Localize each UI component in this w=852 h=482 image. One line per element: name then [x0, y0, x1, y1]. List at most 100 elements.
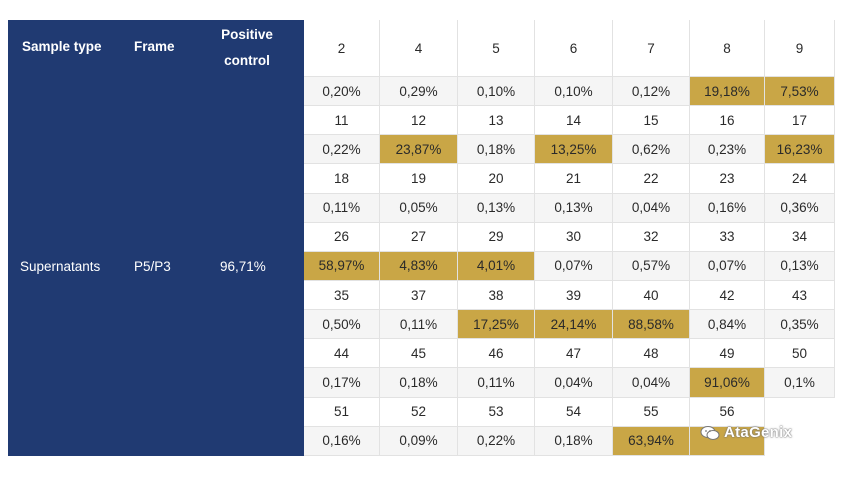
percentage-cell: 0,13% — [765, 251, 835, 281]
percentage-cell: 0,50% — [304, 310, 380, 340]
well-number-cell: 49 — [690, 339, 765, 369]
percentage-cell: 19,18% — [690, 77, 765, 107]
well-number-cell: 56 — [690, 397, 765, 427]
percentage-cell: 0,11% — [458, 368, 535, 398]
percentage-cell: 4,01% — [458, 251, 535, 281]
percentage-cell — [765, 426, 835, 456]
well-number-cell: 5 — [458, 20, 535, 77]
well-number-cell: 51 — [304, 397, 380, 427]
well-number-cell: 52 — [380, 397, 458, 427]
percentage-cell: 0,16% — [690, 193, 765, 223]
well-number-cell: 47 — [535, 339, 613, 369]
percentage-cell: 58,97% — [304, 251, 380, 281]
percentage-cell: 23,87% — [380, 135, 458, 165]
well-number-cell: 7 — [613, 20, 690, 77]
well-number-cell: 27 — [380, 222, 458, 252]
well-number-cell: 21 — [535, 164, 613, 194]
percentage-cell: 0,16% — [304, 426, 380, 456]
percentage-cell: 0,23% — [690, 135, 765, 165]
percentage-cell: 0,13% — [458, 193, 535, 223]
well-number-cell: 8 — [690, 20, 765, 77]
percentage-cell: 0,04% — [613, 193, 690, 223]
percentage-cell: 0,1% — [765, 368, 835, 398]
percentage-cell: 0,22% — [304, 135, 380, 165]
well-number-cell: 26 — [304, 222, 380, 252]
percentage-cell: 0,22% — [458, 426, 535, 456]
well-number-cell: 42 — [690, 280, 765, 311]
well-number-cell: 33 — [690, 222, 765, 252]
percentage-cell: 0,07% — [690, 251, 765, 281]
percentage-cell: 0,36% — [765, 193, 835, 223]
percentage-cell: 0,18% — [458, 135, 535, 165]
percentage-cell: 0,10% — [458, 77, 535, 107]
well-number-cell: 38 — [458, 280, 535, 311]
well-number-cell: 43 — [765, 280, 835, 311]
left-header-panel: Sample type Frame Positive control Super… — [8, 20, 304, 456]
watermark-text: AtaGenix — [724, 424, 793, 441]
well-number-cell: 11 — [304, 106, 380, 136]
well-number-cell: 40 — [613, 280, 690, 311]
percentage-cell: 88,58% — [613, 310, 690, 340]
well-number-cell: 54 — [535, 397, 613, 427]
percentage-cell: 63,94% — [613, 426, 690, 456]
well-number-cell: 15 — [613, 106, 690, 136]
well-number-cell: 45 — [380, 339, 458, 369]
percentage-cell: 0,17% — [304, 368, 380, 398]
well-grid: 2 4 5 6 7 8 9 0,20% 0,29% 0,10% 0,10% 0,12% 19,18% 7,… — [304, 20, 835, 456]
percentage-cell: 0,29% — [380, 77, 458, 107]
well-number-cell: 50 — [765, 339, 835, 369]
well-number-cell: 37 — [380, 280, 458, 311]
percentage-cell: 0,11% — [304, 193, 380, 223]
well-number-cell: 35 — [304, 280, 380, 311]
frame-value: P5/P3 — [134, 259, 171, 274]
percentage-cell: 0,05% — [380, 193, 458, 223]
well-number-cell: 39 — [535, 280, 613, 311]
header-positive-control: Positive control — [212, 22, 282, 74]
well-number-cell: 4 — [380, 20, 458, 77]
positive-control-value: 96,71% — [220, 259, 266, 274]
percentage-cell: 0,09% — [380, 426, 458, 456]
well-number-cell: 24 — [765, 164, 835, 194]
percentage-cell: 0,10% — [535, 77, 613, 107]
percentage-cell: 0,04% — [613, 368, 690, 398]
percentage-cell: 91,06% — [690, 368, 765, 398]
percentage-cell: 0,11% — [380, 310, 458, 340]
results-table: Sample type Frame Positive control Super… — [8, 20, 838, 456]
well-number-cell: 12 — [380, 106, 458, 136]
percentage-cell: 0,04% — [535, 368, 613, 398]
percentage-cell: 0,57% — [613, 251, 690, 281]
percentage-cell: 17,25% — [458, 310, 535, 340]
well-number-cell: 9 — [765, 20, 835, 77]
percentage-cell: 0,07% — [535, 251, 613, 281]
header-positive-control-line2: control — [224, 53, 270, 68]
well-number-cell: 34 — [765, 222, 835, 252]
well-number-cell: 22 — [613, 164, 690, 194]
well-number-cell — [765, 397, 835, 427]
percentage-cell: 0,84% — [690, 310, 765, 340]
well-number-cell: 48 — [613, 339, 690, 369]
well-number-cell: 20 — [458, 164, 535, 194]
well-number-cell: 44 — [304, 339, 380, 369]
well-number-cell: 30 — [535, 222, 613, 252]
well-number-cell: 46 — [458, 339, 535, 369]
well-number-cell: 18 — [304, 164, 380, 194]
well-number-cell: 16 — [690, 106, 765, 136]
well-number-cell: 13 — [458, 106, 535, 136]
percentage-cell: 24,14% — [535, 310, 613, 340]
percentage-cell: 7,53% — [765, 77, 835, 107]
percentage-cell: 0,18% — [380, 368, 458, 398]
well-number-cell: 29 — [458, 222, 535, 252]
well-number-cell: 55 — [613, 397, 690, 427]
well-number-cell: 14 — [535, 106, 613, 136]
well-number-cell: 53 — [458, 397, 535, 427]
well-number-cell: 17 — [765, 106, 835, 136]
percentage-cell: 13,25% — [535, 135, 613, 165]
well-number-cell: 23 — [690, 164, 765, 194]
percentage-cell: 0,18% — [535, 426, 613, 456]
percentage-cell: 0,35% — [765, 310, 835, 340]
watermark: AtaGenix — [700, 424, 792, 441]
percentage-cell: 0,20% — [304, 77, 380, 107]
sample-type-value: Supernatants — [20, 259, 101, 274]
well-number-cell: 2 — [304, 20, 380, 77]
percentage-cell: 0,13% — [535, 193, 613, 223]
